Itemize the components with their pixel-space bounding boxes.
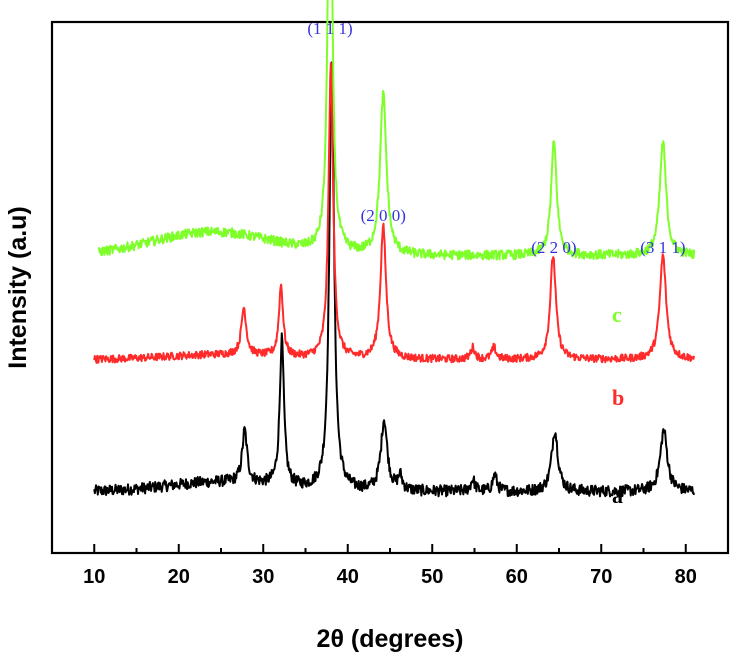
x-tick-label: 60 xyxy=(506,566,528,588)
x-axis-title: 2θ (degrees) xyxy=(317,625,464,653)
x-tick-label: 20 xyxy=(168,566,190,588)
x-tick-label: 40 xyxy=(337,566,359,588)
peak-label: (2 2 0) xyxy=(531,238,576,257)
y-axis-title: Intensity (a.u) xyxy=(4,206,32,369)
x-tick-label: 10 xyxy=(83,566,105,588)
series-labels: a b c xyxy=(612,302,624,508)
peak-labels: (1 1 1) (2 0 0) (2 2 0) (3 1 1) xyxy=(307,19,685,257)
series-line-b xyxy=(93,62,696,364)
x-tick-label: 30 xyxy=(252,566,274,588)
series-label-b: b xyxy=(612,385,624,410)
peak-label: (3 1 1) xyxy=(640,238,685,257)
peak-label: (2 0 0) xyxy=(361,206,406,225)
series-label-c: c xyxy=(612,302,622,327)
peak-label: (1 1 1) xyxy=(307,19,352,38)
x-tick-label: 50 xyxy=(421,566,443,588)
x-tick-label: 80 xyxy=(675,566,697,588)
series-lines xyxy=(93,0,696,498)
x-axis-ticks: 10 20 30 40 50 60 70 80 xyxy=(51,544,729,588)
series-line-a xyxy=(93,61,695,498)
series-label-a: a xyxy=(612,483,623,508)
series-line-c xyxy=(97,0,696,261)
x-tick-label: 70 xyxy=(590,566,612,588)
